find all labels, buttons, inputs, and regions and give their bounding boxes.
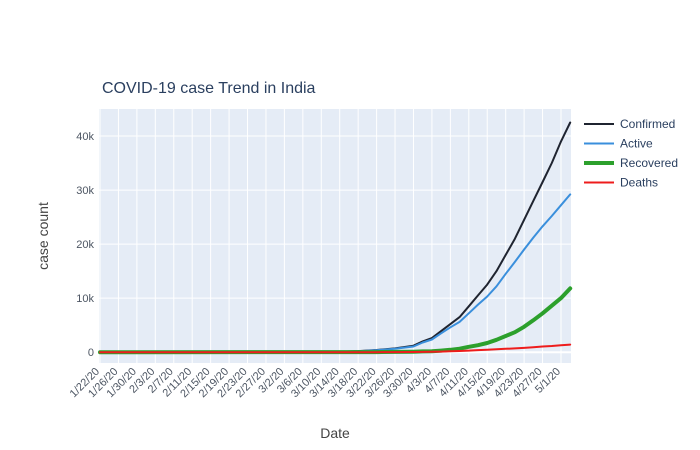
legend-item-recovered[interactable]: Recovered [584, 156, 678, 170]
y-tick-label: 0 [88, 347, 94, 359]
chart-title: COVID-19 case Trend in India [102, 80, 316, 97]
legend-label: Recovered [620, 156, 678, 170]
y-tick-label: 20k [76, 239, 94, 251]
legend-item-confirmed[interactable]: Confirmed [584, 117, 675, 131]
legend-label: Active [620, 137, 653, 151]
legend[interactable]: Confirmed Active Recovered Deaths [584, 117, 678, 190]
y-axis-title: case count [35, 202, 51, 270]
legend-item-deaths[interactable]: Deaths [584, 176, 658, 190]
legend-label: Deaths [620, 176, 658, 190]
series-lines [98, 121, 573, 355]
y-tick-label: 10k [76, 293, 94, 305]
y-axis-ticks: 0 10k 20k 30k 40k [76, 131, 94, 359]
legend-item-active[interactable]: Active [584, 137, 653, 151]
y-tick-label: 40k [76, 131, 94, 143]
plot-background [99, 109, 571, 363]
series-line-deaths [99, 343, 572, 354]
y-tick-label: 30k [76, 185, 94, 197]
x-axis-title: Date [320, 425, 350, 441]
series-line-active [99, 193, 572, 354]
x-axis-ticks: 1/22/201/26/201/30/202/3/202/7/202/11/20… [68, 366, 563, 400]
legend-label: Confirmed [620, 117, 675, 131]
grid [99, 109, 571, 363]
